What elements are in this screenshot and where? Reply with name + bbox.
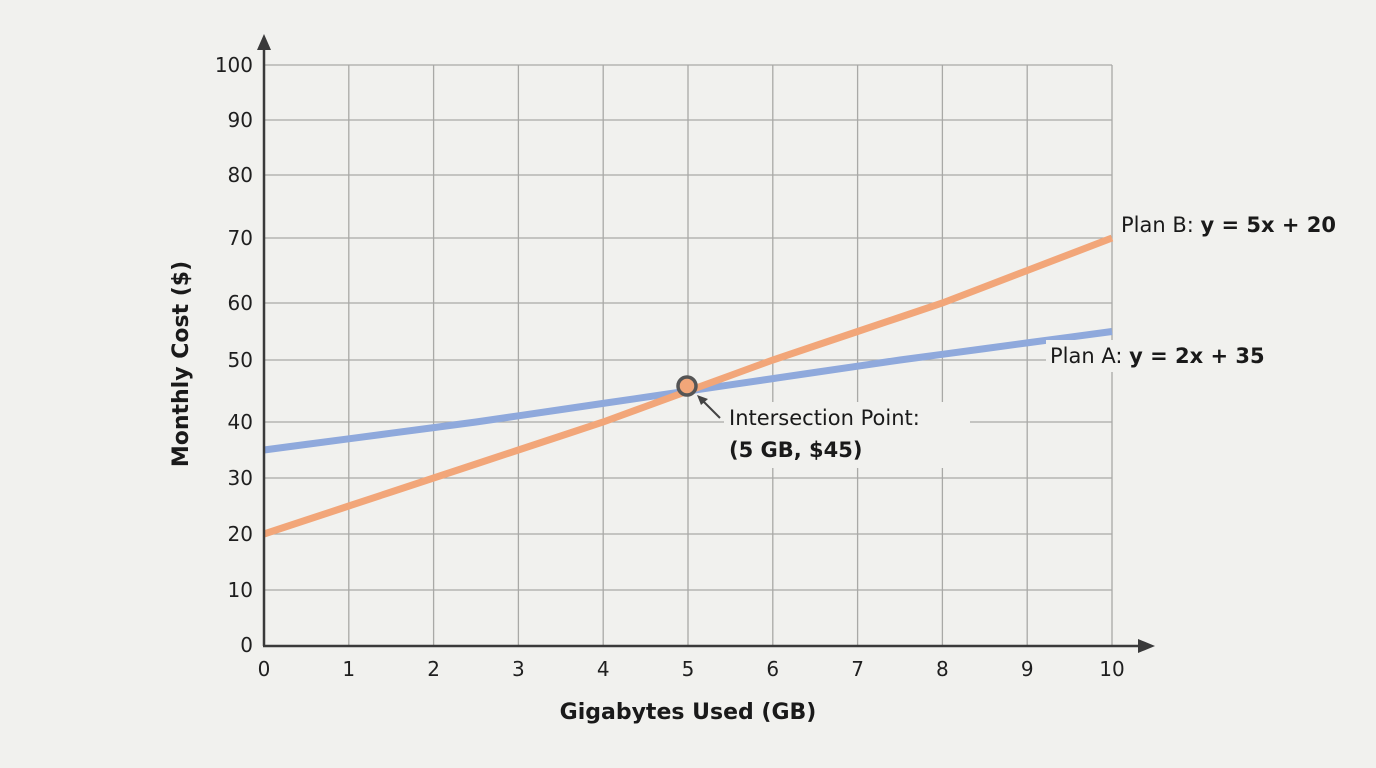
plan-a-label-background bbox=[1046, 340, 1286, 372]
x-axis-arrow-icon bbox=[1138, 639, 1155, 653]
axes bbox=[257, 34, 1155, 653]
y-axis-arrow-icon bbox=[257, 34, 271, 50]
y-tick-label: 70 bbox=[228, 226, 253, 250]
x-tick-label: 3 bbox=[512, 657, 525, 681]
y-tick-label: 90 bbox=[228, 108, 253, 132]
y-tick-label: 80 bbox=[228, 163, 253, 187]
intersection-value: (5 GB, $45) bbox=[729, 438, 863, 462]
x-tick-label: 1 bbox=[342, 657, 355, 681]
y-tick-label: 10 bbox=[228, 578, 253, 602]
y-tick-label: 20 bbox=[228, 522, 253, 546]
y-tick-label: 60 bbox=[228, 291, 253, 315]
x-tick-label: 2 bbox=[427, 657, 440, 681]
y-tick-label: 30 bbox=[228, 466, 253, 490]
x-tick-label: 5 bbox=[682, 657, 695, 681]
x-tick-label: 4 bbox=[597, 657, 610, 681]
annotation-background bbox=[724, 402, 970, 468]
x-tick-label: 10 bbox=[1099, 657, 1124, 681]
intersection-marker bbox=[676, 375, 698, 397]
y-tick-label: 0 bbox=[240, 633, 253, 657]
x-tick-labels: 0 1 2 3 4 5 6 7 8 9 10 bbox=[258, 657, 1125, 681]
annotation-arrow-icon bbox=[697, 395, 721, 419]
y-tick-labels: 0 10 20 30 40 50 60 70 80 90 100 bbox=[215, 53, 253, 657]
x-tick-label: 9 bbox=[1021, 657, 1034, 681]
y-tick-label: 50 bbox=[228, 348, 253, 372]
plan-a-label: Plan A: y = 2x + 35 bbox=[1050, 344, 1265, 368]
x-tick-label: 7 bbox=[851, 657, 864, 681]
y-tick-label: 40 bbox=[228, 410, 253, 434]
plan-b-label: Plan B: y = 5x + 20 bbox=[1121, 213, 1336, 237]
intersection-label: Intersection Point: bbox=[729, 406, 920, 430]
y-axis-title: Monthly Cost ($) bbox=[169, 261, 194, 467]
grid-lines bbox=[264, 64, 1113, 646]
x-tick-label: 8 bbox=[936, 657, 949, 681]
x-axis-title: Gigabytes Used (GB) bbox=[560, 700, 817, 725]
x-tick-label: 6 bbox=[766, 657, 779, 681]
y-tick-label: 100 bbox=[215, 53, 253, 77]
x-tick-label: 0 bbox=[258, 657, 271, 681]
